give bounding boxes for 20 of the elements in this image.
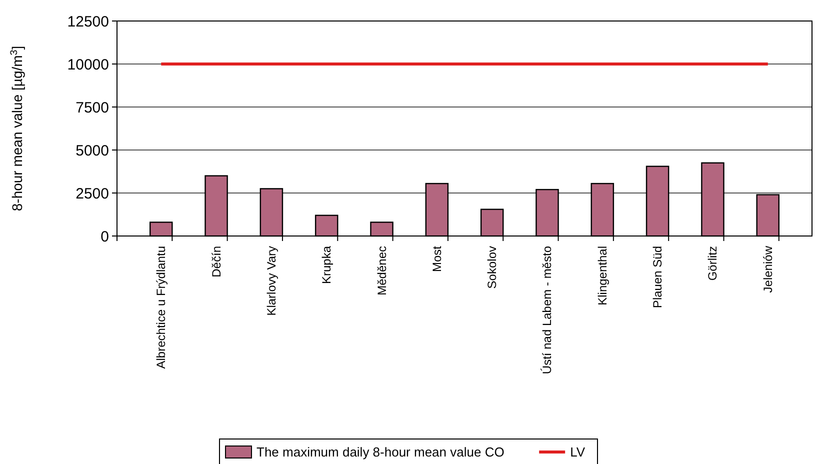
y-tick-label: 10000	[67, 56, 109, 74]
x-tick-label: Jeleniów	[760, 246, 775, 293]
x-tick-label: Ústí nad Labem - město	[540, 246, 554, 374]
y-tick-label: 0	[100, 228, 109, 246]
x-tick-label: Klarlovy Vary	[264, 246, 278, 316]
x-tick-label: Plauen Süd	[650, 246, 665, 308]
x-tick-label: Měděnec	[374, 246, 389, 296]
x-tick-label: Děčín	[209, 246, 224, 278]
x-tick-label: Klingenthal	[595, 246, 610, 306]
x-tick-label: Albrechtice u Frýdlantu	[154, 246, 168, 369]
legend-label: LV	[570, 444, 586, 460]
x-tick-label: Sokolov	[485, 246, 500, 289]
y-tick-label: 2500	[76, 185, 109, 202]
y-tick-label: 7500	[76, 99, 109, 116]
x-tick-label: Görlitz	[706, 246, 720, 281]
y-tick-label: 12500	[67, 13, 109, 30]
x-tick-label: Krupka	[320, 246, 334, 284]
legend-label: The maximum daily 8-hour mean value CO	[256, 444, 504, 460]
y-tick-label: 5000	[76, 142, 109, 160]
x-tick-label: Most	[430, 245, 444, 272]
